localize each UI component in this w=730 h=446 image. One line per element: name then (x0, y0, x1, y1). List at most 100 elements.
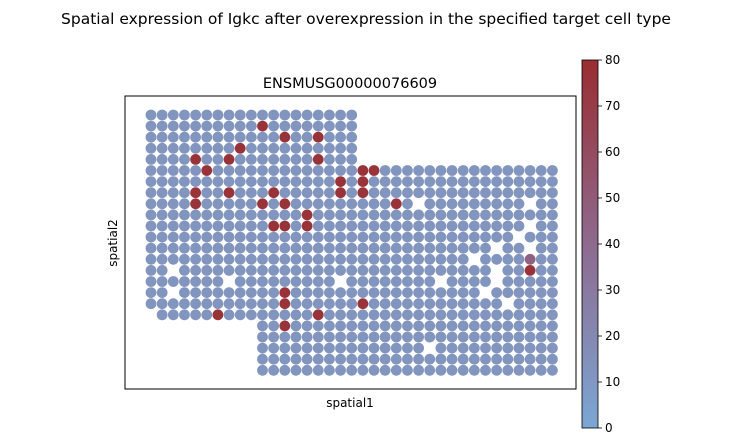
spot (524, 298, 536, 310)
spot (413, 165, 424, 176)
spot (279, 265, 291, 276)
spot (346, 298, 358, 310)
spot (379, 209, 391, 221)
spot (312, 320, 324, 332)
spot (368, 198, 380, 210)
spot (424, 320, 436, 332)
spot (324, 287, 335, 298)
spot (201, 276, 213, 287)
spot (268, 353, 280, 365)
spot (234, 220, 246, 232)
spot (245, 298, 257, 310)
spot (145, 165, 157, 176)
spot (290, 265, 302, 276)
spot (335, 253, 346, 265)
spot (357, 198, 369, 210)
spot (547, 320, 558, 332)
spot (513, 220, 525, 232)
spot (156, 142, 168, 154)
spot (491, 298, 503, 310)
spot (424, 198, 436, 210)
spot (390, 220, 402, 232)
spot (179, 220, 190, 232)
spot (279, 120, 291, 132)
spot (446, 265, 458, 276)
spot (390, 342, 402, 354)
spot (390, 209, 402, 221)
spot (446, 342, 458, 354)
spot (201, 176, 213, 188)
spot (379, 287, 391, 298)
spot (223, 120, 235, 132)
spot (234, 276, 246, 287)
spot (167, 165, 179, 176)
colorbar-tick-label: 70 (605, 99, 620, 113)
spot (257, 154, 268, 165)
spot-high-expression (279, 320, 291, 332)
spot (368, 276, 380, 287)
spot (513, 364, 525, 376)
spot (379, 298, 391, 310)
spot (547, 364, 558, 376)
spot (279, 353, 291, 365)
spot (234, 253, 246, 265)
spot (312, 287, 324, 298)
spot (346, 142, 358, 154)
spot (502, 242, 514, 254)
spot (491, 198, 503, 210)
spot-high-expression (357, 187, 369, 199)
spot (424, 253, 436, 265)
spot (535, 276, 547, 287)
spot (167, 231, 179, 243)
spot (301, 364, 313, 376)
spot (245, 287, 257, 298)
spot (179, 131, 190, 143)
spot (413, 187, 424, 199)
spot (424, 187, 436, 199)
spot (301, 165, 313, 176)
spot (402, 253, 413, 265)
spot (413, 276, 424, 287)
spot (212, 142, 224, 154)
spot (480, 265, 491, 276)
spot (357, 287, 369, 298)
spot-high-expression (223, 187, 235, 199)
spot (301, 176, 313, 188)
spot (468, 165, 480, 176)
spot (257, 131, 268, 143)
spot (368, 209, 380, 221)
spot (435, 231, 447, 243)
spot (245, 231, 257, 243)
spot (413, 298, 424, 310)
spot (223, 242, 235, 254)
spot (156, 131, 168, 143)
spot (424, 165, 436, 176)
colorbar-tick-label: 10 (605, 375, 620, 389)
spot (390, 253, 402, 265)
spot (446, 176, 458, 188)
spot (379, 320, 391, 332)
plot-title: ENSMUSG00000076609 (263, 76, 437, 92)
spot (368, 342, 380, 354)
spot (357, 353, 369, 365)
spot (524, 320, 536, 332)
plot-frame (124, 95, 577, 390)
spot (468, 220, 480, 232)
spot (390, 353, 402, 365)
spot (379, 198, 391, 210)
spot (179, 120, 190, 132)
spot (156, 176, 168, 188)
spot (312, 176, 324, 188)
spot (301, 265, 313, 276)
spot (480, 187, 491, 199)
spot-high-expression (212, 309, 224, 321)
spot (179, 154, 190, 165)
spot (379, 331, 391, 343)
spot (279, 364, 291, 376)
spot (245, 165, 257, 176)
spot (402, 364, 413, 376)
spot (335, 109, 346, 121)
spot (245, 142, 257, 154)
spot (156, 198, 168, 210)
spot (324, 242, 335, 254)
